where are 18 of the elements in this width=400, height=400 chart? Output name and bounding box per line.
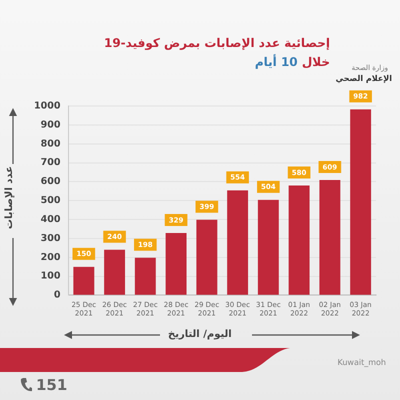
y-tick-label: 500 (40, 195, 61, 206)
text: Kuwait_moh (338, 358, 386, 367)
y-tick-label: 200 (40, 252, 61, 263)
y-tick-label: 100 (40, 270, 61, 282)
y-tick-label: 600 (40, 176, 61, 188)
text: الإعلام الصحي (336, 74, 392, 83)
y-tick-label: 400 (40, 214, 61, 225)
y-tick-label: 0 (54, 290, 61, 301)
chart-title: إحصائية عدد الإصابات بمرض كوفيد-19 (104, 36, 330, 50)
y-tick-label: 900 (40, 119, 61, 130)
y-tick-label: 300 (40, 232, 61, 244)
chart-subtitle: خلال 10 أيام (254, 55, 330, 69)
y-tick-label: 800 (40, 138, 61, 150)
text: 151 (36, 376, 68, 394)
x-axis-title: اليوم/ التاريخ (168, 329, 232, 340)
y-tick-label: 700 (40, 157, 61, 168)
y-axis-title: عدد الإصابات (4, 166, 16, 230)
y-tick-label: 1000 (34, 100, 61, 112)
